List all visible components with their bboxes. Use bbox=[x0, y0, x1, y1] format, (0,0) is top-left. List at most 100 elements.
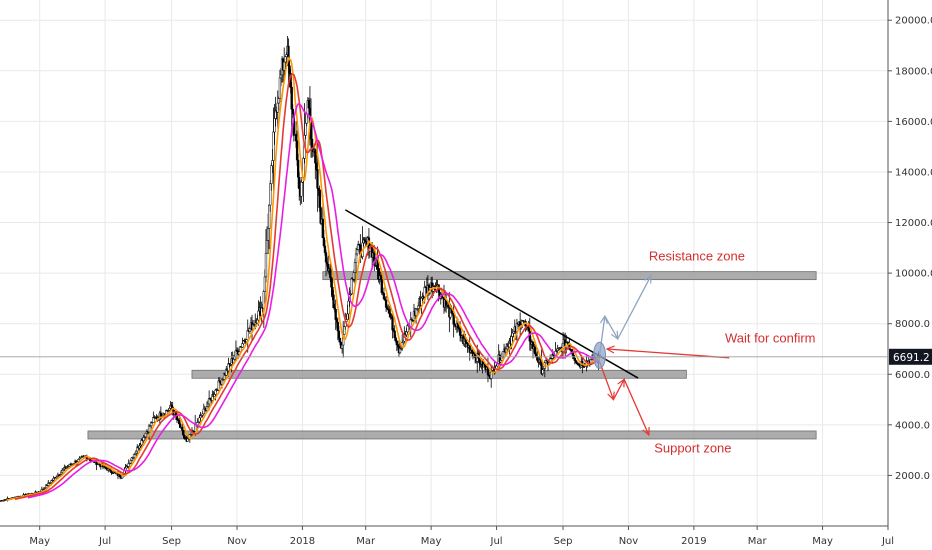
y-tick-label: 4000.0 bbox=[895, 420, 930, 431]
candle-body bbox=[452, 313, 455, 325]
candle-body bbox=[77, 459, 80, 462]
x-tick-label: Jul bbox=[490, 536, 503, 547]
x-tick-label: Nov bbox=[227, 536, 247, 547]
y-tick-label: 6000.0 bbox=[895, 370, 930, 381]
y-tick-label: 18000.0 bbox=[895, 66, 932, 77]
candle-body bbox=[417, 305, 420, 309]
arrow-0-segment bbox=[604, 315, 619, 340]
candle-body bbox=[380, 279, 383, 293]
x-tick-label: May bbox=[29, 536, 50, 547]
candle-body bbox=[335, 319, 338, 323]
y-tick-label: 20000.0 bbox=[895, 16, 932, 27]
candle-body bbox=[298, 176, 301, 189]
candle-body bbox=[314, 149, 317, 164]
candle-body bbox=[269, 183, 272, 206]
candle-body bbox=[291, 108, 294, 114]
candle-body bbox=[202, 408, 205, 415]
candle-body bbox=[323, 245, 327, 253]
arrow-2-head bbox=[642, 426, 650, 437]
candle-body bbox=[574, 360, 578, 363]
candle-body bbox=[346, 313, 349, 320]
candle-body bbox=[285, 54, 288, 57]
candle-body bbox=[310, 138, 314, 148]
zone-bar-2 bbox=[87, 430, 817, 440]
candle-body bbox=[296, 159, 300, 178]
arrow-3-head bbox=[605, 345, 615, 354]
candle-body bbox=[336, 322, 339, 332]
zone-bar-0 bbox=[322, 271, 817, 281]
ma-line-1 bbox=[14, 73, 600, 501]
candle-body bbox=[382, 293, 386, 300]
candle-body bbox=[501, 351, 505, 357]
candle-body bbox=[241, 343, 244, 348]
x-tick-label: 2018 bbox=[290, 536, 315, 547]
candle-body bbox=[227, 363, 230, 372]
candle-body bbox=[330, 277, 333, 288]
candle-body bbox=[470, 350, 474, 353]
y-tick-label: 2000.0 bbox=[895, 471, 930, 482]
trendline bbox=[344, 209, 639, 379]
candle-body bbox=[511, 332, 514, 337]
candle-body bbox=[213, 394, 216, 397]
candle-body bbox=[350, 278, 353, 295]
candle-body bbox=[321, 218, 324, 238]
candle-body bbox=[316, 169, 319, 189]
x-tick-label: Mar bbox=[356, 536, 376, 547]
annotation-text-1: Wait for confirm bbox=[725, 331, 816, 346]
candle-body bbox=[264, 252, 268, 278]
candle-body bbox=[290, 86, 293, 110]
candle-body bbox=[265, 240, 269, 254]
candle-body bbox=[206, 403, 210, 407]
candle-body bbox=[352, 272, 356, 280]
candle-body bbox=[527, 327, 530, 332]
candle-body bbox=[388, 309, 391, 314]
candle-body bbox=[478, 357, 481, 364]
candle-body bbox=[268, 204, 271, 229]
candle-body bbox=[340, 344, 344, 349]
drawings: Resistance zone Wait for confirm Support z… bbox=[344, 209, 816, 456]
candle-body bbox=[294, 134, 298, 142]
annotation-text-2: Support zone bbox=[654, 441, 731, 456]
candle-body bbox=[144, 432, 148, 438]
annotation-text-0: Resistance zone bbox=[649, 248, 745, 263]
x-tick-label: Jul bbox=[881, 536, 894, 547]
candle-body bbox=[354, 253, 358, 263]
arrow-0-head bbox=[644, 274, 652, 284]
candle-body bbox=[322, 237, 326, 247]
zone-bars bbox=[87, 271, 817, 440]
candle-body bbox=[379, 275, 382, 280]
arrow-0-segment bbox=[617, 275, 652, 340]
moving-averages bbox=[6, 56, 600, 502]
candle-body bbox=[266, 228, 270, 241]
candle-body bbox=[273, 118, 276, 133]
candle-body bbox=[257, 310, 260, 321]
candle-body bbox=[405, 331, 408, 336]
candle-body bbox=[535, 353, 538, 357]
y-tick-label: 12000.0 bbox=[895, 218, 932, 229]
candle-body bbox=[170, 404, 173, 408]
candle-body bbox=[295, 140, 299, 161]
arrow-1-head bbox=[607, 391, 615, 401]
arrow-3-segment bbox=[606, 348, 730, 359]
candle-body bbox=[304, 122, 307, 136]
arrow-2-segment bbox=[623, 379, 650, 436]
x-tick-label: Jul bbox=[98, 536, 111, 547]
y-tick-label: 10000.0 bbox=[895, 269, 932, 280]
y-tick-label: 16000.0 bbox=[895, 117, 932, 128]
price-tag-label: 6691.2 bbox=[893, 352, 930, 364]
candle-body bbox=[284, 56, 287, 63]
zone-bar-1 bbox=[191, 369, 687, 379]
ma-line-2 bbox=[27, 102, 600, 499]
candle-body bbox=[394, 337, 397, 342]
candle-body bbox=[183, 435, 186, 438]
candle-body bbox=[325, 261, 329, 265]
candle-body bbox=[355, 249, 359, 255]
candle-body bbox=[331, 286, 334, 296]
candle-body bbox=[353, 262, 357, 273]
candle-body bbox=[138, 445, 141, 449]
candle-body bbox=[329, 268, 332, 278]
x-tick-label: Sep bbox=[554, 536, 573, 547]
candle-body bbox=[270, 165, 273, 184]
confirm-ellipse bbox=[593, 341, 607, 369]
